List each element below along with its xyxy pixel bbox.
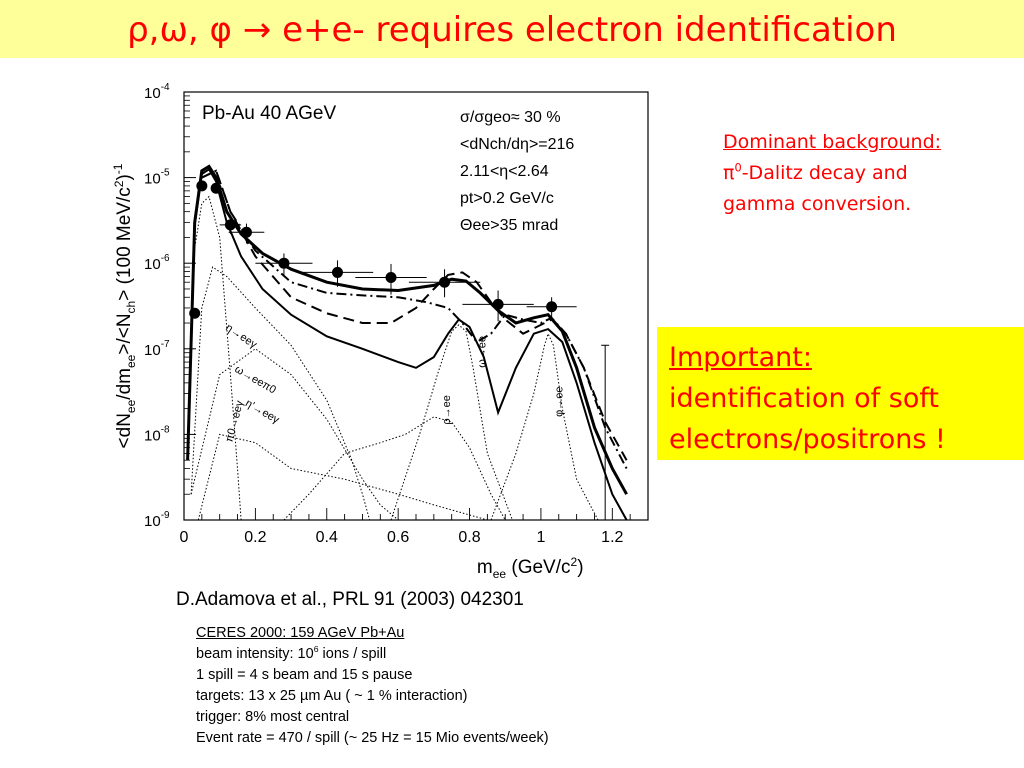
- background-note-line2: gamma conversion.: [723, 193, 912, 215]
- data-point: [278, 257, 290, 269]
- important-heading: Important:: [669, 342, 812, 373]
- note-pi-sup: 0: [734, 160, 742, 175]
- component-curve: [190, 348, 406, 521]
- page-title: ρ,ω, φ → e+e- requires electron identifi…: [127, 10, 897, 50]
- model-curve: [186, 167, 628, 521]
- component-label: π0→eeγ: [223, 399, 246, 444]
- info-line6: Event rate = 470 / spill (~ 25 Hz = 15 M…: [196, 730, 549, 746]
- x-tick-label: 0: [180, 529, 189, 546]
- data-point: [385, 272, 397, 284]
- cut-label: σ/σgeo≈ 30 %: [460, 109, 561, 126]
- x-tick-label: 1: [536, 529, 545, 546]
- background-note-heading: Dominant background:: [723, 131, 942, 153]
- x-axis-title: mee (GeV/c2): [477, 555, 584, 581]
- data-point: [492, 298, 504, 310]
- data-point: [240, 226, 252, 238]
- x-tick-label: 1.2: [601, 529, 623, 546]
- y-tick-label: 10-6: [144, 253, 170, 273]
- x-tick-label: 0.2: [244, 529, 266, 546]
- component-label: η'→eeγ: [243, 397, 281, 426]
- info-line3: 1 spill = 4 s beam and 15 s pause: [196, 667, 413, 683]
- x-tick-label: 0.8: [458, 529, 480, 546]
- x-tick-label: 0.4: [316, 529, 338, 546]
- y-tick-label: 10-8: [144, 424, 170, 444]
- background-note: Dominant background: π0-Dalitz decay and…: [723, 127, 1013, 220]
- experiment-info: CERES 2000: 159 AGeV Pb+Au beam intensit…: [196, 623, 549, 749]
- citation: D.Adamova et al., PRL 91 (2003) 042301: [176, 589, 524, 610]
- data-point: [331, 266, 343, 278]
- component-label: η→eeγ: [223, 322, 259, 352]
- info-line5: trigger: 8% most central: [196, 709, 350, 725]
- data-point: [224, 219, 236, 231]
- note-pi: π: [723, 162, 735, 184]
- info-line4: targets: 13 x 25 µm Au ( ~ 1 % interacti…: [196, 688, 468, 704]
- component-label: ρ→ee: [441, 395, 453, 425]
- component-curve: [490, 332, 599, 521]
- component-curve: [283, 416, 506, 521]
- important-line2: electrons/positrons !: [669, 424, 946, 455]
- info-line2: beam intensity: 106 ions / spill: [196, 644, 549, 665]
- info-line1: CERES 2000: 159 AGeV Pb+Au: [196, 625, 405, 641]
- cut-label: <dNch/dη>=216: [460, 136, 574, 153]
- important-line1: identification of soft: [669, 383, 939, 414]
- model-curve: [201, 169, 628, 461]
- data-point: [439, 276, 451, 288]
- x-tick-label: 0.6: [387, 529, 409, 546]
- background-note-line1: π0-Dalitz decay and: [723, 158, 1013, 189]
- component-curve: [187, 195, 242, 521]
- dilepton-mass-chart: 10-9 10-8 10-7 10-6 10-5 10-4 0 0.2 0.4 0.6 0.8 1 1.…: [111, 82, 649, 581]
- info-line2-rest: ions / spill: [318, 646, 387, 662]
- system-label: Pb-Au 40 AGeV: [202, 103, 336, 124]
- data-point: [196, 180, 208, 192]
- component-curve: [390, 324, 513, 521]
- component-label: ω→ee: [477, 336, 489, 368]
- data-point: [210, 182, 222, 194]
- component-curve: [197, 433, 513, 521]
- component-label: ω→eeπ0: [232, 363, 277, 396]
- data-point: [189, 307, 201, 319]
- cut-label: 2.11<η<2.64: [460, 163, 549, 180]
- component-curve: [190, 266, 371, 521]
- model-curve: [201, 169, 628, 469]
- cut-label: pt>0.2 GeV/c: [460, 190, 554, 207]
- model-curve: [186, 164, 628, 495]
- important-box: Important: identification of soft electr…: [657, 327, 1024, 460]
- y-tick-label: 10-4: [144, 82, 170, 102]
- y-tick-label: 10-7: [144, 339, 170, 359]
- title-bar: [0, 0, 1024, 58]
- info-line2-prefix: beam intensity: 10: [196, 646, 314, 662]
- info-line2-sup: 6: [313, 644, 319, 655]
- y-tick-label: 10-9: [144, 510, 170, 530]
- cut-label: Θee>35 mrad: [460, 217, 558, 234]
- component-label: φ→ee: [553, 387, 565, 417]
- plot-frame: [183, 91, 649, 521]
- note-line1-rest: -Dalitz decay and: [741, 162, 908, 184]
- data-point: [546, 301, 558, 313]
- y-tick-label: 10-5: [144, 168, 170, 188]
- y-axis-title: <dNee/dmee>/<Nch> (100 MeV/c2)-1: [111, 163, 138, 448]
